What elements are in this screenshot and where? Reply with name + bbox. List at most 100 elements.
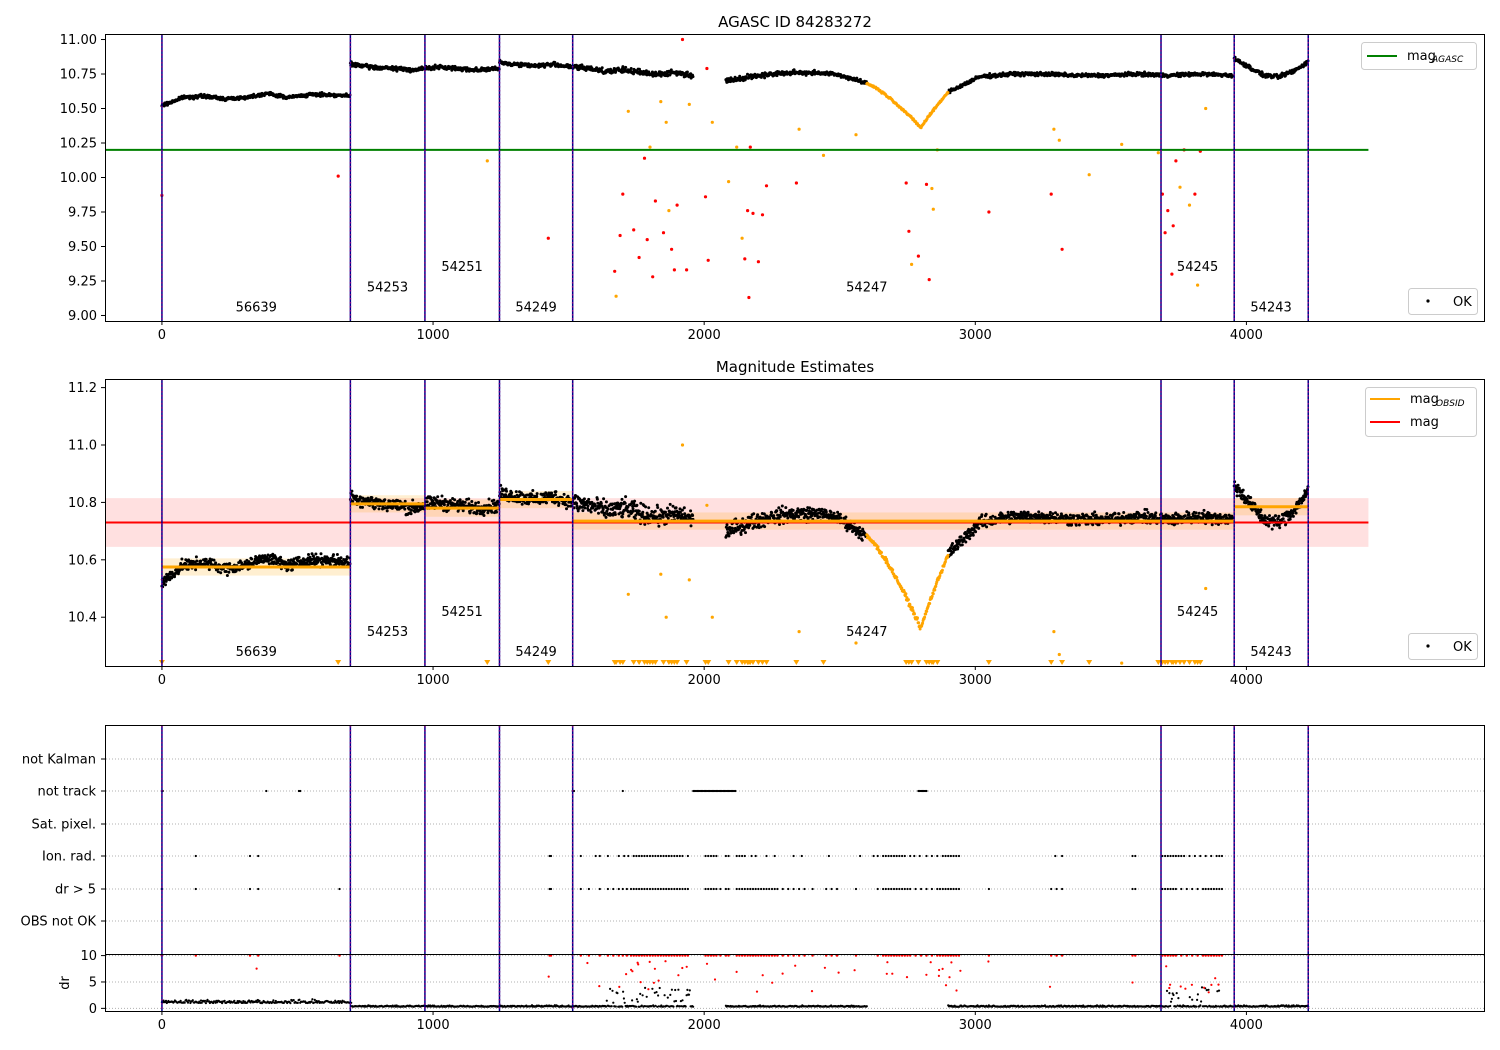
- obsid-label: 54249: [515, 301, 556, 316]
- ok-point: [541, 62, 545, 66]
- suspect-point: [667, 209, 671, 213]
- ok-point: [355, 494, 359, 498]
- ok-point: [1014, 70, 1017, 74]
- ok-point: [505, 489, 508, 493]
- bad-point: [904, 181, 908, 185]
- ok-point: [408, 67, 412, 70]
- ok-point: [319, 552, 323, 556]
- ok-point: [495, 510, 498, 514]
- ok-point: [587, 497, 591, 501]
- ok-point: [250, 557, 254, 561]
- ok-point: [314, 552, 318, 556]
- ok-point: [286, 568, 290, 572]
- bad-point: [670, 247, 674, 251]
- ok-point: [442, 503, 446, 507]
- suspect-point: [1187, 203, 1192, 207]
- ok-point: [1117, 512, 1121, 516]
- ok-point: [664, 510, 667, 514]
- magnitude-estimates-panel: Magnitude Estimates 56639542535425154249…: [68, 358, 1485, 688]
- ok-point: [858, 526, 862, 529]
- ok-point: [624, 65, 628, 69]
- y-tick-label: 10.50: [60, 102, 97, 117]
- ok-point: [595, 497, 599, 501]
- ok-point: [857, 536, 861, 540]
- ok-point: [214, 561, 218, 565]
- ok-point: [680, 513, 684, 517]
- ok-point: [297, 555, 301, 559]
- ok-point: [606, 507, 610, 511]
- ok-point: [777, 506, 781, 510]
- bad-point: [685, 268, 689, 272]
- bad-point: [680, 37, 685, 42]
- suspect-point: [485, 159, 489, 163]
- ok-point: [669, 68, 673, 72]
- ok-point: [1091, 523, 1095, 527]
- bad-point: [546, 236, 550, 240]
- ok-point: [467, 497, 471, 501]
- ok-point: [1006, 510, 1010, 514]
- ok-point: [637, 509, 641, 513]
- suspect-point: [946, 91, 950, 95]
- y-tick-label: 9.50: [68, 240, 97, 255]
- bad-point: [705, 66, 709, 71]
- agasc-magnitude-panel: AGASC ID 84283272 5663954253542515424954…: [60, 13, 1485, 343]
- ok-point: [440, 494, 444, 498]
- x-tick-label: 4000: [1230, 328, 1263, 343]
- ok-point: [668, 502, 672, 506]
- obsid-label: 54251: [441, 260, 482, 275]
- ok-point: [212, 558, 216, 562]
- ok-point: [599, 501, 603, 505]
- ok-point: [1144, 514, 1148, 518]
- bad-point: [632, 228, 636, 232]
- ok-point: [756, 513, 760, 517]
- ok-point: [180, 557, 184, 561]
- ok-point: [641, 510, 645, 514]
- suspect-point: [1204, 106, 1208, 111]
- ok-point: [553, 60, 557, 64]
- ok-point: [739, 533, 743, 536]
- bad-point: [672, 268, 677, 272]
- x-tick-label: 3000: [959, 328, 992, 343]
- ok-point: [657, 524, 661, 528]
- ok-point: [401, 69, 405, 73]
- ok-point: [470, 500, 474, 503]
- legend-label: OK: [1453, 295, 1472, 310]
- ok-point: [581, 509, 585, 513]
- ok-point: [770, 511, 774, 515]
- ok-point: [685, 70, 689, 74]
- suspect-point: [821, 153, 826, 157]
- bad-point: [1174, 159, 1178, 163]
- bad-point: [1163, 231, 1167, 235]
- ok-point: [410, 508, 413, 512]
- ok-point: [956, 545, 960, 549]
- ok-point: [227, 570, 231, 574]
- ok-point: [490, 510, 494, 514]
- y-tick-label: 10.00: [60, 171, 97, 186]
- ok-point: [629, 67, 633, 70]
- ok-point: [601, 508, 605, 511]
- ok-point: [653, 509, 657, 513]
- ok-point: [593, 504, 597, 508]
- ok-point: [494, 503, 498, 507]
- bad-point: [661, 231, 666, 235]
- bad-point: [1193, 192, 1197, 196]
- x-tick-label: 0: [158, 328, 166, 343]
- bad-point: [336, 174, 340, 178]
- ok-point: [514, 490, 518, 494]
- bad-point: [637, 255, 641, 260]
- ok-point: [597, 511, 600, 515]
- ok-point: [595, 66, 599, 70]
- bad-point: [916, 254, 921, 258]
- ok-point: [752, 512, 756, 516]
- suspect-point: [626, 109, 630, 113]
- ok-point: [575, 502, 579, 505]
- ok-point: [1051, 512, 1055, 516]
- bad-point: [756, 260, 761, 264]
- ok-point: [804, 73, 808, 77]
- ok-point: [1068, 513, 1072, 517]
- ok-point: [1113, 512, 1117, 516]
- ok-point: [600, 66, 604, 70]
- ok-point: [727, 534, 731, 538]
- ok-point: [792, 68, 796, 72]
